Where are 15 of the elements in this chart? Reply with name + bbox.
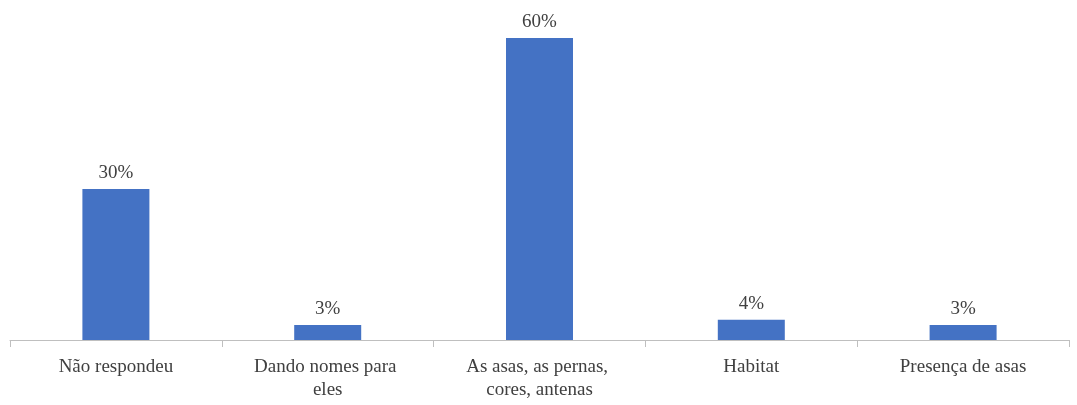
x-tick-label: Habitat — [723, 355, 780, 376]
data-label: 3% — [315, 296, 341, 318]
data-label: 4% — [738, 291, 765, 313]
bar — [717, 319, 785, 340]
x-tick-label: Presença de asas — [899, 355, 1027, 376]
x-tick-label: As asas, as pernas, cores, antenas — [466, 355, 613, 399]
x-tick-label: Dando nomes para eles — [254, 355, 402, 399]
data-label: 60% — [522, 10, 558, 31]
x-tick-label: Não respondeu — [58, 355, 174, 376]
bar — [294, 324, 362, 340]
data-label: 3% — [950, 296, 976, 318]
bar — [506, 38, 573, 340]
bar — [82, 189, 150, 340]
bar — [929, 324, 997, 340]
data-label: 30% — [98, 161, 134, 182]
